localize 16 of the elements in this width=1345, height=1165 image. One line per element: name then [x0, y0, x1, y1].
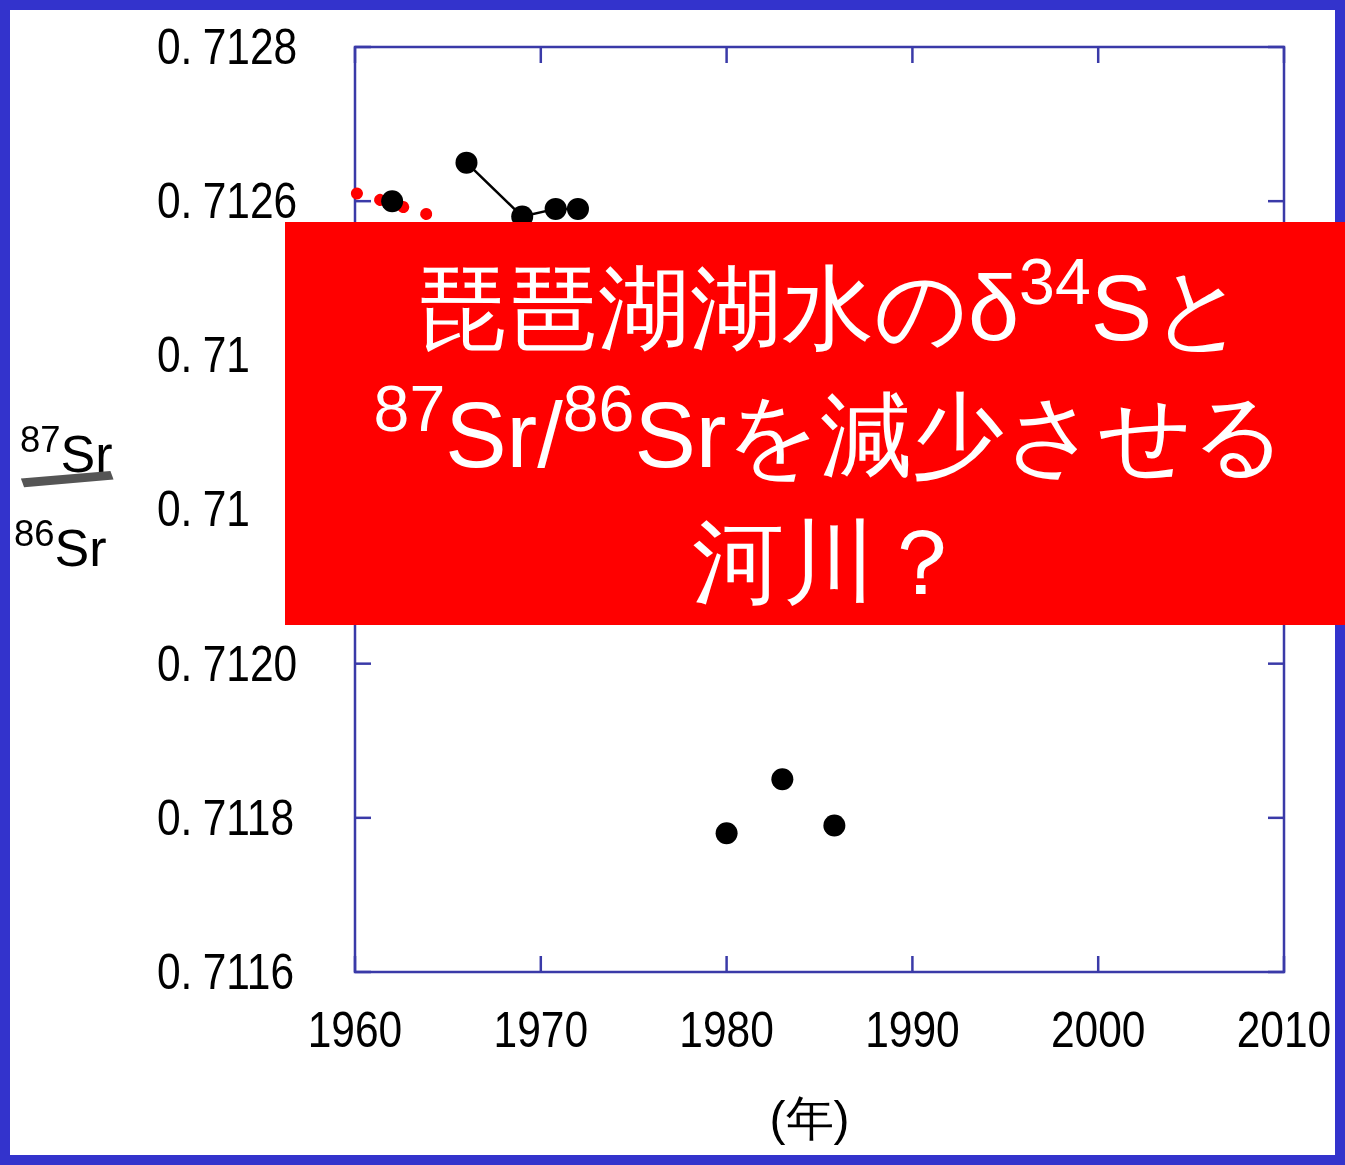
y-tick-label: 0. 7126: [157, 172, 298, 229]
y-tick-label: 0. 7118: [157, 789, 295, 846]
y-tick-label: 0.71: [157, 327, 250, 384]
x-axis-title: (年): [769, 1092, 850, 1145]
y-axis-title: $^{87}$Sr/$^{86}$Sr: [0, 418, 134, 577]
chart-title: 琵琶湖湖水のδ$^{34}$Sと$^{87}$Sr/$^{86}$Srを減少させる河川？: [373, 246, 1287, 613]
x-tick-label: 2000: [1050, 1001, 1146, 1058]
x-tick-label: 1970: [493, 1001, 589, 1058]
x-tick-label: 2010: [1236, 1001, 1332, 1058]
x-tick-label: 1960: [307, 1001, 403, 1058]
y-tick-label: 0.7120: [157, 635, 298, 692]
x-tick-label: 1980: [679, 1001, 774, 1058]
y-tick-label: 0.71: [157, 481, 250, 538]
x-tick-label: 1990: [865, 1001, 960, 1058]
y-tick-label: 0. 7116: [157, 943, 295, 1000]
y-tick-label: 0. 7128: [157, 18, 298, 75]
